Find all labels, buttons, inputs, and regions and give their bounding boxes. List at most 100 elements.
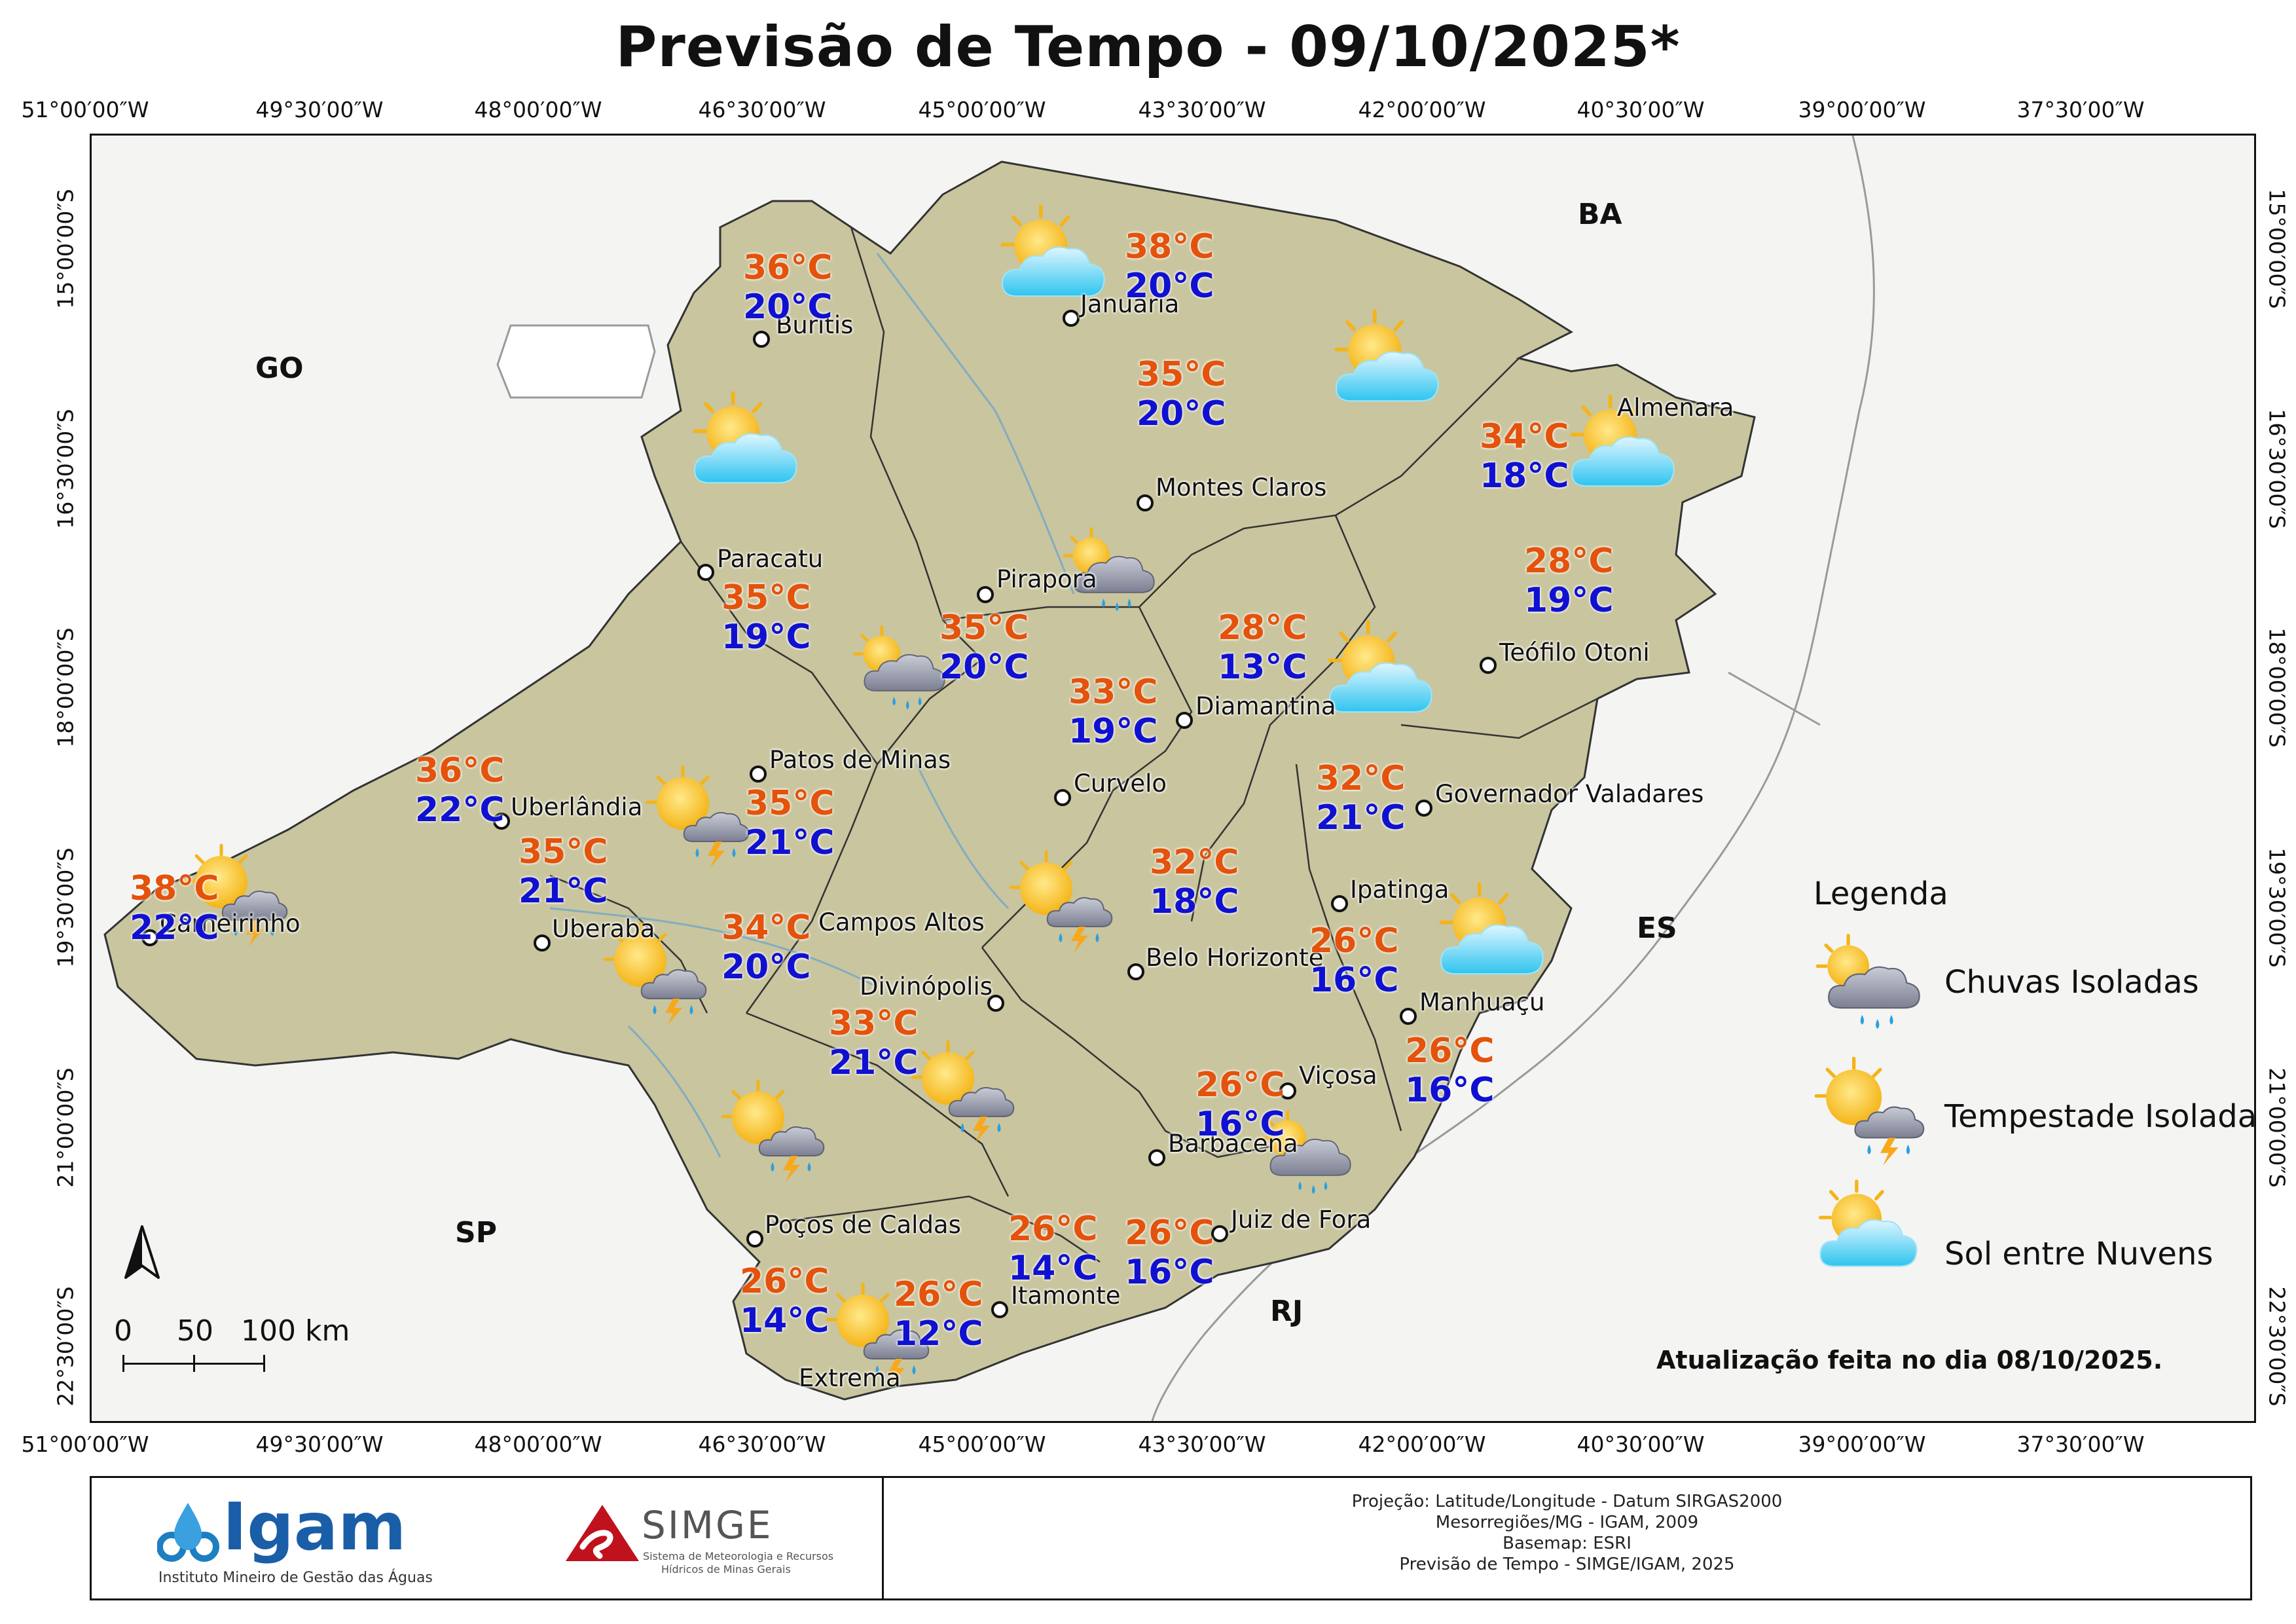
- city-label-belo-horizonte: Belo Horizonte: [1146, 944, 1324, 972]
- forecast-pirapora: 35°C 20°C: [939, 608, 1029, 687]
- forecast-extrema: 26°C 12°C: [894, 1275, 983, 1354]
- state-label-rj: RJ: [1270, 1295, 1303, 1328]
- north-arrow-icon: [124, 1225, 160, 1279]
- forecast-montes-claros: 35°C 20°C: [1137, 355, 1226, 434]
- city-marker[interactable]: [1137, 494, 1154, 511]
- coord-left-label: 18°00′00″S: [52, 627, 79, 748]
- coord-right-label: 21°00′00″S: [2264, 1067, 2290, 1188]
- coord-bottom-label: 43°30′00″W: [1138, 1431, 1266, 1457]
- temp-min: 21°C: [829, 1043, 919, 1082]
- city-label-governador-valadares: Governador Valadares: [1435, 780, 1704, 808]
- city-label-buritis: Buritis: [776, 311, 854, 339]
- temp-max: 26°C: [1008, 1209, 1098, 1249]
- city-label-divinopolis: Divinópolis: [860, 972, 993, 1001]
- scale-label-100: 100 km: [241, 1314, 350, 1348]
- mesoregion-borders: [549, 227, 1598, 1263]
- city-label-vicosa: Viçosa: [1299, 1061, 1377, 1090]
- temp-max: 26°C: [1195, 1065, 1285, 1105]
- forecast-pocos-de-caldas: 26°C 14°C: [740, 1262, 829, 1340]
- city-marker[interactable]: [750, 766, 767, 783]
- footer-credits: Projeção: Latitude/Longitude - Datum SIR…: [882, 1476, 2252, 1600]
- city-label-diamantina: Diamantina: [1195, 692, 1336, 720]
- city-marker[interactable]: [141, 929, 158, 946]
- coord-right-label: 19°30′00″S: [2264, 847, 2290, 968]
- city-marker[interactable]: [1400, 1008, 1417, 1025]
- city-marker[interactable]: [493, 813, 510, 830]
- temp-min: 14°C: [1008, 1249, 1098, 1288]
- coord-top-label: 39°00′00″W: [1798, 97, 1926, 122]
- city-marker[interactable]: [1211, 1225, 1228, 1242]
- legend: Legenda Chuvas Isoladas Tempestade Isola…: [1813, 876, 2254, 1242]
- forecast-vicosa: 26°C 16°C: [1195, 1065, 1285, 1144]
- simge-subtitle-1: Sistema de Meteorologia e Recursos: [643, 1550, 834, 1562]
- temp-max: 28°C: [1218, 608, 1307, 648]
- coord-right-label: 18°00′00″S: [2264, 627, 2290, 748]
- state-label-ba: BA: [1578, 198, 1622, 231]
- coord-bottom-label: 48°00′00″W: [474, 1431, 602, 1457]
- temp-min: 20°C: [721, 948, 811, 987]
- temp-min: 14°C: [740, 1301, 829, 1340]
- forecast-governador-valadares: 32°C 21°C: [1316, 759, 1406, 838]
- forecast-manhuacu: 26°C 16°C: [1405, 1031, 1495, 1110]
- city-marker[interactable]: [1054, 789, 1071, 806]
- footer-logos: Igam Instituto Mineiro de Gestão das Águ…: [90, 1476, 884, 1600]
- temp-max: 28°C: [1524, 542, 1614, 581]
- state-border-line: [1728, 671, 1821, 726]
- scale-tick: [122, 1355, 124, 1372]
- temp-min: 12°C: [894, 1314, 983, 1354]
- city-marker[interactable]: [746, 1230, 763, 1247]
- temp-min: 16°C: [1195, 1105, 1285, 1144]
- city-label-montes-claros: Montes Claros: [1156, 473, 1327, 502]
- temp-max: 33°C: [829, 1004, 919, 1043]
- city-marker[interactable]: [991, 1301, 1008, 1318]
- coord-top-label: 42°00′00″W: [1358, 97, 1486, 122]
- city-label-pirapora: Pirapora: [996, 565, 1097, 593]
- storm-cloud-icon: [645, 764, 750, 869]
- temp-max: 38°C: [1125, 227, 1214, 267]
- city-marker[interactable]: [534, 934, 551, 951]
- temp-max: 26°C: [740, 1262, 829, 1301]
- city-marker[interactable]: [1148, 1149, 1165, 1166]
- scale-tick: [193, 1355, 195, 1372]
- city-marker[interactable]: [1480, 657, 1497, 674]
- city-marker[interactable]: [1279, 1082, 1296, 1099]
- temp-min: 19°C: [1068, 712, 1158, 751]
- temp-max: 26°C: [894, 1275, 983, 1314]
- coord-left-label: 22°30′00″S: [52, 1286, 79, 1407]
- simge-logo-icon: [566, 1505, 639, 1561]
- city-marker[interactable]: [753, 331, 770, 348]
- city-marker[interactable]: [1415, 800, 1432, 817]
- city-marker[interactable]: [1176, 712, 1193, 729]
- credit-mesoregions: Mesorregiões/MG - IGAM, 2009: [1435, 1513, 1699, 1532]
- temp-max: 35°C: [1137, 355, 1226, 394]
- forecast-curvelo: 33°C 19°C: [1068, 673, 1158, 751]
- map-frame[interactable]: GO BA ES SP RJ Buritis Januaria Montes C…: [90, 134, 2256, 1423]
- city-marker[interactable]: [977, 586, 994, 603]
- legend-item-isolated-showers: Chuvas Isoladas: [1944, 964, 2199, 1001]
- coord-top-label: 51°00′00″W: [21, 97, 149, 122]
- city-marker[interactable]: [697, 564, 714, 581]
- forecast-campos-altos: 34°C 20°C: [721, 908, 811, 987]
- temp-min: 20°C: [1125, 267, 1214, 306]
- temp-max: 26°C: [1309, 921, 1399, 961]
- df-outline: [496, 324, 656, 399]
- city-label-carneirinho: Carneirinho: [160, 910, 301, 938]
- city-label-teofilo-otoni: Teófilo Otoni: [1499, 638, 1650, 667]
- coord-bottom-label: 49°30′00″W: [255, 1431, 384, 1457]
- city-marker[interactable]: [1063, 310, 1080, 327]
- city-marker[interactable]: [1127, 963, 1144, 980]
- temp-min: 16°C: [1125, 1253, 1214, 1292]
- forecast-almenara: 34°C 18°C: [1480, 417, 1569, 496]
- coord-top-label: 45°00′00″W: [918, 97, 1046, 122]
- temp-min: 16°C: [1405, 1071, 1495, 1110]
- coord-bottom-label: 40°30′00″W: [1576, 1431, 1705, 1457]
- city-label-campos-altos: Campos Altos: [818, 908, 985, 936]
- city-marker[interactable]: [1331, 895, 1348, 912]
- legend-title: Legenda: [1813, 876, 1948, 912]
- coord-bottom-label: 45°00′00″W: [918, 1431, 1046, 1457]
- coord-bottom-label: 51°00′00″W: [21, 1431, 149, 1457]
- coord-bottom-label: 39°00′00″W: [1798, 1431, 1926, 1457]
- city-marker[interactable]: [987, 995, 1004, 1012]
- forecast-paracatu: 35°C 19°C: [721, 578, 811, 657]
- rain-cloud-icon: [851, 620, 949, 718]
